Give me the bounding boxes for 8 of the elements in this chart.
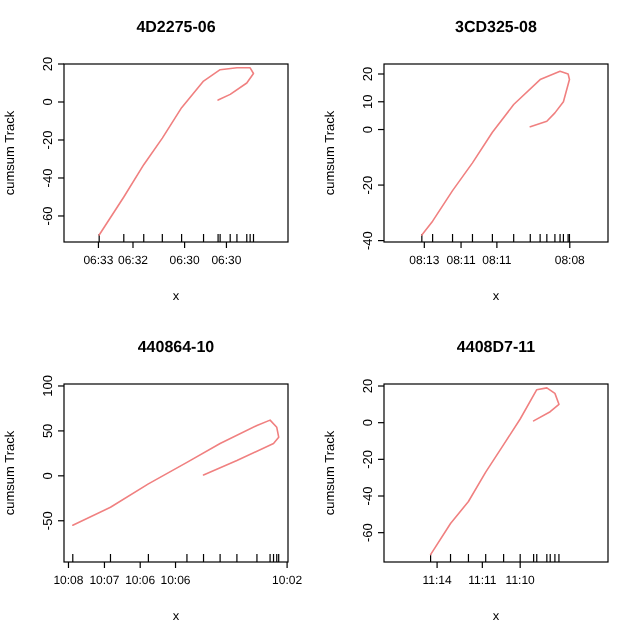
line-series (98, 67, 255, 236)
line-series (421, 70, 571, 236)
chart-title: 440864-10 (137, 338, 216, 356)
chart-title: 4408D7-11 (456, 338, 537, 356)
chart-title: 3CD325-08 (455, 18, 539, 36)
chart-title: 4D2275-06 (136, 18, 217, 36)
line-series (71, 419, 280, 527)
line-series (429, 387, 560, 556)
